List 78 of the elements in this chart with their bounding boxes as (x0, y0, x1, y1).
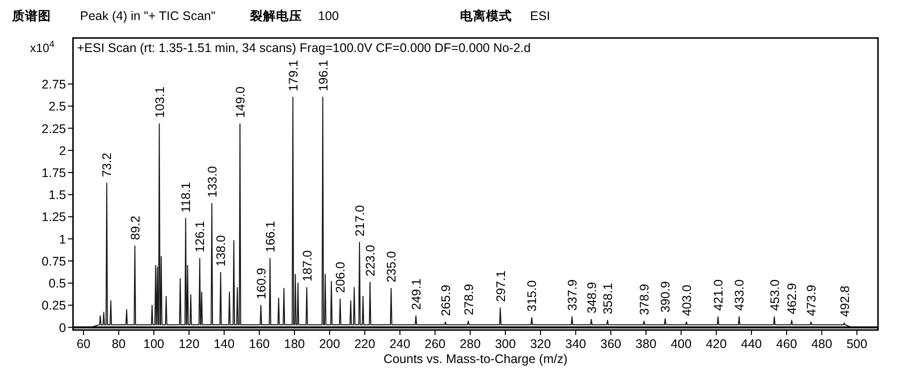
annotation: 89.2 (128, 216, 142, 240)
x-tick-label: 120 (178, 337, 200, 351)
annotation: 160.9 (254, 268, 268, 300)
annotation: 196.1 (316, 60, 330, 92)
y-tick-label: 1 (59, 232, 66, 246)
annotation: 118.1 (179, 182, 194, 213)
x-tick-label: 100 (143, 337, 164, 351)
y-tick-label: 2.75 (42, 78, 66, 92)
x-tick-label: 160 (248, 337, 270, 351)
x-axis-title: Counts vs. Mass-to-Charge (m/z) (383, 352, 568, 366)
chart-title: +ESI Scan (rt: 1.35-1.51 min, 34 scans) Frag=100.0V CF=0.000 DF=0.000 No-2.d (77, 41, 531, 55)
text: 电离模式 (460, 8, 512, 23)
annotation: 297.1 (494, 270, 508, 302)
y-tick-label: 1.5 (48, 188, 66, 202)
x-tick-label: 300 (494, 337, 516, 351)
y-tick-label: 1.25 (42, 210, 66, 224)
x-tick-label: 140 (214, 337, 235, 351)
y-tick-label: 1.75 (42, 166, 66, 180)
annotation: 265.9 (438, 284, 453, 316)
annotation: 453.0 (768, 279, 782, 311)
annotation: 348.9 (584, 282, 599, 314)
x-tick-label: 320 (530, 337, 552, 351)
y-tick-label: 0 (59, 320, 66, 335)
annotation: 378.9 (638, 284, 652, 316)
x-tick-label: 460 (776, 337, 798, 351)
x-tick-label: 360 (600, 337, 622, 351)
text: 裂解电压 (249, 9, 302, 23)
x-tick-label: 440 (741, 337, 762, 351)
annotation: 278.9 (462, 284, 476, 316)
annotation: 337.9 (565, 279, 580, 311)
annotation: 206.0 (334, 262, 348, 294)
text: Peak (4) in "+ TIC Scan" (80, 9, 216, 23)
annotation: 433.0 (732, 279, 747, 311)
y-tick-label: 0.5 (48, 276, 66, 291)
text: 质谱图 (11, 8, 51, 23)
text: 100 (318, 9, 339, 23)
annotation: 166.1 (264, 221, 278, 252)
y-tick-label: 0.75 (42, 254, 66, 268)
annotation: 133.0 (205, 166, 220, 198)
annotation: 149.0 (233, 86, 248, 118)
annotation: 73.2 (100, 152, 114, 178)
annotation: 315.0 (525, 280, 540, 312)
y-tick-label: 2.25 (42, 122, 66, 136)
annotation: 390.9 (658, 281, 673, 312)
x-tick-label: 180 (284, 337, 305, 351)
annotation: 473.9 (804, 284, 819, 316)
x-tick-label: 500 (846, 337, 868, 351)
annotation: 492.8 (838, 286, 852, 317)
x-tick-label: 340 (565, 337, 586, 351)
annotation: 462.9 (785, 282, 800, 314)
annotation: 179.1 (286, 60, 300, 92)
annotation: 103.1 (152, 86, 167, 118)
x-tick-label: 380 (636, 337, 656, 351)
x-tick-label: 400 (670, 337, 692, 351)
x-tick-label: 200 (319, 337, 340, 351)
x-tick-label: 240 (389, 337, 410, 351)
x-tick-label: 220 (354, 337, 376, 351)
annotation: 249.1 (409, 278, 424, 310)
annotation: 217.0 (352, 205, 367, 236)
annotation: 126.1 (193, 221, 208, 252)
x-tick-label: 480 (811, 337, 832, 351)
y-tick-label: 2.5 (48, 100, 66, 114)
text: ESI (530, 9, 550, 23)
x-tick-label: 60 (76, 337, 91, 351)
x-tick-label: 280 (460, 337, 481, 351)
annotation: 403.0 (680, 284, 694, 316)
annotation: 187.0 (300, 250, 314, 282)
y-axis-title: x10$^{4}$ (30, 39, 54, 55)
x-tick-label: 260 (424, 337, 446, 351)
annotation: 138.0 (214, 235, 228, 266)
annotation: 358.1 (601, 282, 615, 314)
y-tick-label: 2 (59, 144, 66, 158)
annotation: 421.0 (712, 279, 726, 311)
x-tick-label: 80 (112, 337, 126, 351)
annotation: 223.0 (364, 244, 378, 276)
x-tick-label: 420 (706, 337, 727, 351)
annotation: 235.0 (384, 251, 399, 282)
y-tick-label: 0.25 (42, 298, 66, 313)
